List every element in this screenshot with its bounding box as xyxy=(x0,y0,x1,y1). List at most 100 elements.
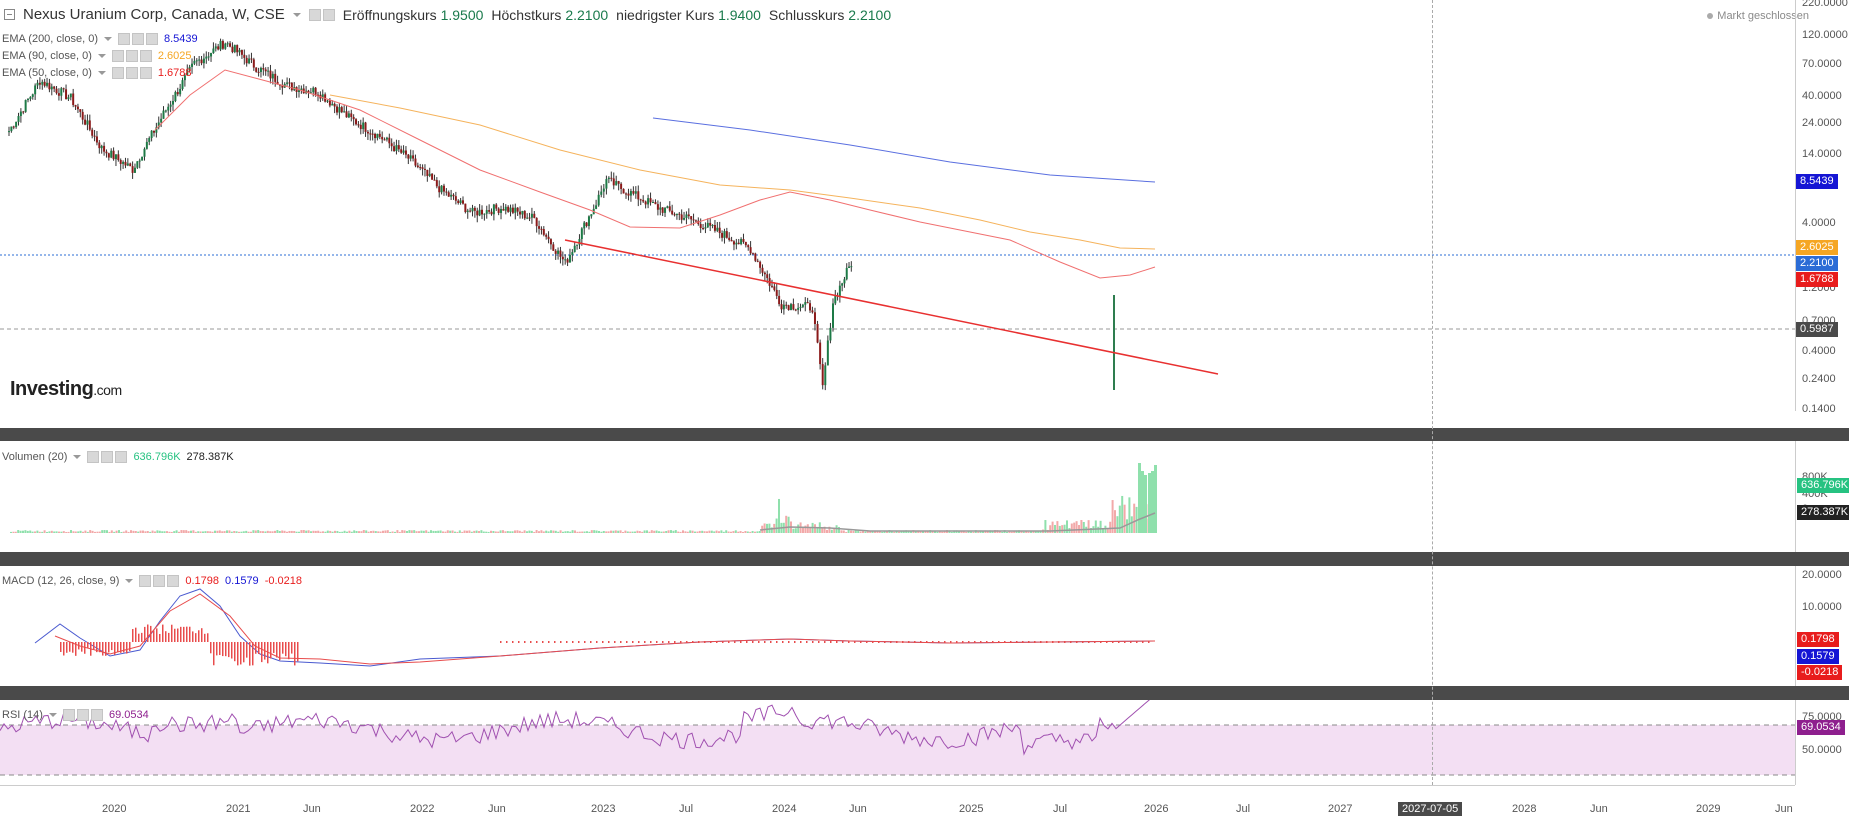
volume-bar xyxy=(859,531,862,533)
macd-histogram-bar xyxy=(60,642,62,652)
close-icon[interactable] xyxy=(139,50,152,62)
gear-icon[interactable] xyxy=(322,8,335,21)
volume-bar xyxy=(348,530,351,533)
gear-icon[interactable] xyxy=(76,709,89,721)
volume-bar xyxy=(763,523,766,533)
legend-rsi[interactable]: RSI (14) 69.0534 xyxy=(2,709,149,721)
gear-icon[interactable] xyxy=(125,67,138,79)
close-icon[interactable] xyxy=(90,709,103,721)
volume-bar xyxy=(67,531,70,533)
candle-body xyxy=(331,103,334,106)
volume-bar xyxy=(1063,524,1066,533)
candle-body xyxy=(103,145,106,152)
collapse-icon[interactable] xyxy=(4,9,15,20)
candle-body xyxy=(157,122,160,128)
legend-ema200[interactable]: EMA (200, close, 0) 8.5439 xyxy=(2,33,198,45)
macd-histogram-bar xyxy=(584,641,586,643)
chevron-down-icon[interactable] xyxy=(73,455,82,459)
pane-separator[interactable] xyxy=(0,428,1849,441)
rsi-tag: 69.0534 xyxy=(1797,720,1845,735)
macd-axis[interactable]: 20.0000 10.0000 0.1798 0.1579 -0.0218 xyxy=(1795,566,1849,686)
volume-bar xyxy=(540,530,543,533)
chevron-down-icon[interactable] xyxy=(104,37,112,41)
candle-body xyxy=(692,219,695,221)
volume-bar xyxy=(454,531,456,533)
close-icon[interactable] xyxy=(115,451,128,463)
candle-body xyxy=(445,191,448,193)
chevron-down-icon[interactable] xyxy=(48,713,57,717)
ema50-tools[interactable] xyxy=(111,67,152,79)
gear-icon[interactable] xyxy=(125,50,138,62)
candle-body xyxy=(193,60,196,64)
rsi-pane[interactable] xyxy=(0,697,1795,785)
volume-bar xyxy=(312,530,315,533)
volume-bar xyxy=(211,531,214,533)
candle-body xyxy=(143,148,146,157)
close-icon[interactable] xyxy=(167,575,180,587)
volume-bar xyxy=(624,530,627,533)
gear-icon[interactable] xyxy=(153,575,166,587)
price-axis[interactable]: 220.0000 120.0000 70.0000 40.0000 24.0000 14.… xyxy=(1795,0,1849,415)
close-icon[interactable] xyxy=(139,67,152,79)
eye-icon[interactable] xyxy=(87,451,100,463)
volume-bar xyxy=(314,530,317,533)
volume-bar xyxy=(631,531,634,533)
volume-bar xyxy=(278,530,281,533)
candle-body xyxy=(773,286,776,290)
macd-histogram-bar xyxy=(998,641,1000,643)
legend-ema90[interactable]: EMA (90, close, 0) 2.6025 xyxy=(2,50,192,62)
volume-bar xyxy=(1006,531,1008,533)
eye-icon[interactable] xyxy=(111,50,124,62)
ema200-tools[interactable] xyxy=(118,33,158,45)
title-tools[interactable] xyxy=(308,8,335,21)
price-chart-area[interactable] xyxy=(0,0,1795,411)
rsi-axis[interactable]: 75.0000 50.0000 69.0534 xyxy=(1795,700,1849,785)
legend-volume[interactable]: Volumen (20) 636.796K 278.387K xyxy=(2,451,234,463)
candle-body xyxy=(114,154,117,160)
close-icon[interactable] xyxy=(146,33,158,45)
macd-histogram-bar xyxy=(297,642,299,662)
gear-icon[interactable] xyxy=(132,33,144,45)
volume-bar xyxy=(533,531,536,533)
macd-tools[interactable] xyxy=(139,575,180,587)
macd-histogram-bar xyxy=(818,641,820,643)
gear-icon[interactable] xyxy=(101,451,114,463)
volume-bar xyxy=(826,529,828,533)
eye-icon[interactable] xyxy=(62,709,75,721)
volume-bar xyxy=(521,531,524,533)
pane-separator[interactable] xyxy=(0,552,1849,566)
settings-icon[interactable] xyxy=(308,8,321,21)
macd-histogram-bar xyxy=(548,641,550,643)
volume-tools[interactable] xyxy=(87,451,128,463)
instrument-title[interactable]: Nexus Uranium Corp, Canada, W, CSE xyxy=(23,6,285,23)
chevron-down-icon[interactable] xyxy=(292,12,301,17)
candle-body xyxy=(188,66,191,71)
rsi-tools[interactable] xyxy=(62,709,103,721)
macd-histogram-bar xyxy=(1106,641,1108,643)
volume-bar xyxy=(1121,495,1124,533)
eye-icon[interactable] xyxy=(118,33,130,45)
chevron-down-icon[interactable] xyxy=(97,54,106,58)
volume-bar xyxy=(463,530,466,533)
price-tick-label: 24.0000 xyxy=(1802,117,1842,129)
volume-bar xyxy=(223,531,226,533)
macd-histogram-bar xyxy=(704,641,706,643)
macd-pane[interactable] xyxy=(0,566,1795,686)
chevron-down-icon[interactable] xyxy=(97,71,106,75)
volume-bar xyxy=(125,530,128,533)
volume-bar xyxy=(506,531,509,533)
volume-pane[interactable] xyxy=(0,441,1795,552)
ema90-tools[interactable] xyxy=(111,50,152,62)
eye-icon[interactable] xyxy=(111,67,124,79)
macd-histogram-bar xyxy=(1136,641,1138,643)
chevron-down-icon[interactable] xyxy=(125,579,134,583)
time-axis[interactable]: 2020 2021 Jun 2022 Jun 2023 Jul 2024 Jun 2025 Jul 2… xyxy=(0,785,1795,824)
pane-separator[interactable] xyxy=(0,686,1849,700)
eye-icon[interactable] xyxy=(139,575,152,587)
legend-ema50[interactable]: EMA (50, close, 0) 1.6788 xyxy=(2,67,192,79)
candle-body xyxy=(533,213,536,218)
macd-histogram-bar xyxy=(267,642,269,664)
legend-macd[interactable]: MACD (12, 26, close, 9) 0.1798 0.1579 -0… xyxy=(2,575,302,587)
candle-body xyxy=(53,86,56,89)
